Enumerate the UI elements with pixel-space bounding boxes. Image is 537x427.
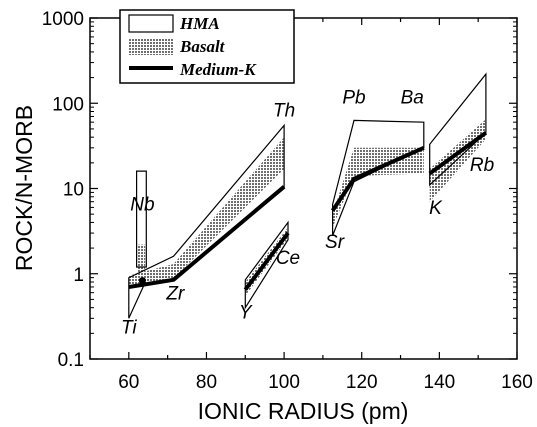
legend: HMA Basalt Medium-K (119, 9, 295, 84)
medium-k-segment-3 (428, 131, 488, 176)
basalt-field-3 (332, 147, 424, 228)
element-label-nb: Nb (130, 195, 154, 216)
x-tick-label: 120 (346, 372, 378, 393)
element-label-y: Y (239, 302, 253, 323)
y-tick-label: 1000 (42, 9, 84, 30)
x-tick-label: 100 (268, 372, 300, 393)
basalt-field-4 (429, 119, 486, 202)
legend-label-hma: HMA (179, 14, 220, 33)
legend-swatch-basalt (129, 38, 173, 55)
legend-label-medium-k: Medium-K (179, 60, 257, 79)
element-label-ti: Ti (121, 317, 137, 338)
element-label-rb: Rb (470, 155, 494, 176)
element-label-ce: Ce (276, 248, 300, 269)
element-label-ba: Ba (401, 87, 424, 108)
x-tick-label: 80 (196, 372, 217, 393)
y-tick-label: 0.1 (58, 350, 84, 371)
hma-field-4 (429, 72, 487, 187)
y-axis: 0.1 1 10 100 1000 (42, 9, 517, 371)
element-label-k: K (429, 198, 443, 219)
hma-field-1 (136, 170, 147, 268)
legend-swatch-hma (128, 14, 174, 33)
x-tick-label: 160 (501, 372, 533, 393)
legend-label-basalt: Basalt (179, 37, 226, 56)
y-tick-label: 100 (52, 94, 84, 115)
y-axis-title: ROCK/N-MORB (11, 105, 37, 271)
medium-k-segment-1 (243, 231, 290, 291)
x-axis-title: IONIC RADIUS (pm) (198, 398, 409, 424)
element-labels: Ti Nb Zr Th Y Ce Sr Pb Ba K Rb (121, 87, 494, 338)
element-label-pb: Pb (342, 87, 365, 108)
data-marker-0 (138, 277, 146, 285)
medium-k-segment-0 (128, 185, 286, 289)
medium-k-segment-2 (330, 145, 425, 212)
y-tick-label: 10 (63, 180, 84, 201)
element-label-sr: Sr (325, 232, 345, 253)
markers (138, 277, 146, 285)
basalt-field-1 (137, 244, 146, 274)
y-tick-label: 1 (73, 265, 84, 286)
element-label-th: Th (273, 100, 295, 121)
x-tick-label: 60 (118, 372, 139, 393)
medium-k-series (128, 131, 488, 291)
element-label-zr: Zr (165, 283, 185, 304)
x-tick-label: 140 (424, 372, 456, 393)
